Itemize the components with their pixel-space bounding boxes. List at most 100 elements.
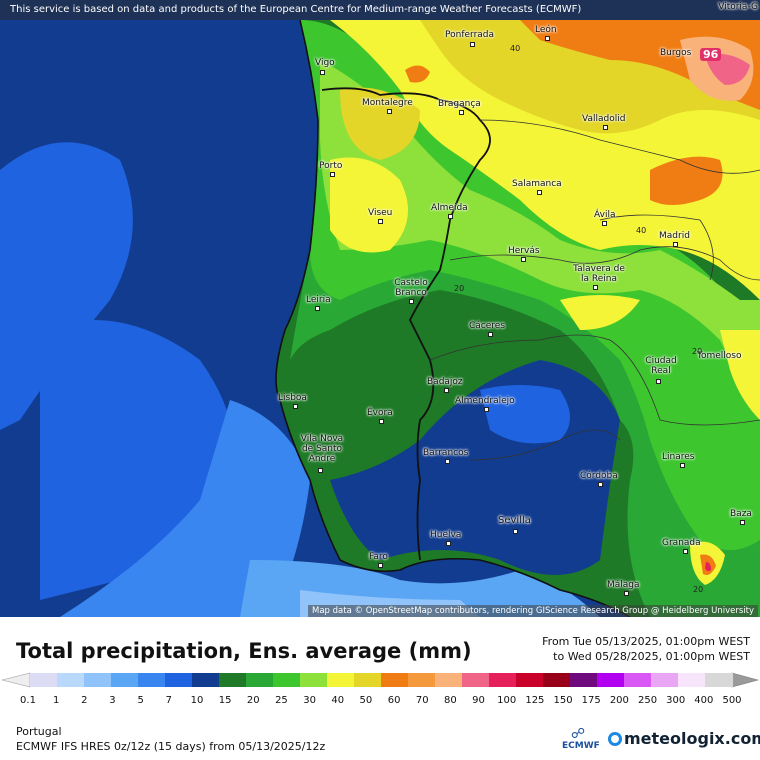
scale-swatch [111,673,139,687]
city-marker [656,379,661,384]
scale-tick-label: 80 [444,695,457,706]
city-label: Almeida [431,203,468,213]
city-label: Valladolid [582,114,626,124]
scale-tick-label: 125 [525,695,545,706]
scale-swatch [57,673,85,687]
scale-tick-label: 175 [581,695,601,706]
contour-label: 20 [692,347,703,356]
city-marker [378,563,383,568]
city-label: Madrid [659,231,690,241]
scale-swatch [543,673,571,687]
scale-tick-label: 500 [722,695,742,706]
city-label: Bragança [438,99,481,109]
ocean-patch-west [0,142,133,430]
city-label: Talavera de la Reina [573,264,625,284]
city-marker [521,257,526,262]
city-marker [513,529,518,534]
ecmwf-notice: This service is based on data and produc… [0,0,760,20]
city-marker [330,172,335,177]
land-pink [705,53,750,85]
region-border-1 [479,119,760,174]
land-light-green [320,60,760,420]
city-marker [409,299,414,304]
scale-tick-label: 5 [137,695,144,706]
scale-swatch [84,673,112,687]
city-marker [593,285,598,290]
city-marker [603,125,608,130]
city-marker [387,109,392,114]
scale-swatch [624,673,652,687]
scale-tick-label: 20 [246,695,260,706]
city-marker [320,70,325,75]
city-marker [488,332,493,337]
scale-tick-label: 50 [359,695,373,706]
city-label: Lisboa [278,393,307,403]
scale-swatch [138,673,166,687]
city-marker [445,459,450,464]
city-marker [379,419,384,424]
city-marker [459,110,464,115]
map-attribution[interactable]: Map data © OpenStreetMap contributors, r… [308,605,758,617]
map-canvas [0,0,760,617]
period-to: to Wed 05/28/2025, 01:00pm WEST [553,650,750,663]
scale-swatch [489,673,517,687]
max-value-badge: 96 [700,48,722,61]
scale-tick-label: 2 [81,695,88,706]
city-label: Hervás [508,246,540,256]
city-marker [448,214,453,219]
city-label: Porto [319,161,343,171]
city-marker [315,306,320,311]
land-yellow-tagus [560,295,640,330]
city-marker [545,36,550,41]
scale-arrows [1,672,760,688]
scale-tick-label: 1 [52,695,60,706]
scale-right-arrow [731,672,760,688]
city-marker [598,482,603,487]
meteologix-logo[interactable]: meteologix.com [608,729,760,748]
city-marker [602,221,607,226]
land-orange-patch [650,156,723,205]
city-label: Évora [367,408,393,418]
land-orange-dot [405,65,430,83]
scale-swatch [435,673,463,687]
precipitation-map[interactable]: This service is based on data and produc… [0,0,760,617]
city-label: Montalegre [362,98,413,108]
contour-label: 20 [693,585,704,594]
city-label: Salamanca [512,179,562,189]
granada-red [705,562,711,572]
scale-swatch [462,673,490,687]
model-info: ECMWF IFS HRES 0z/12z (15 days) from 05/… [16,740,326,753]
contour-label: 40 [636,226,647,235]
period-from: From Tue 05/13/2025, 01:00pm WEST [542,635,750,648]
legend-footer: Total precipitation, Ens. average (mm) F… [0,617,760,760]
scale-tick-label: 200 [609,695,629,706]
scale-swatch [678,673,706,687]
scale-tick-label: 25 [275,695,288,706]
city-label: Linares [662,452,695,462]
scale-swatch [354,673,382,687]
city-label: Castelo Branco [394,278,428,298]
city-marker [484,407,489,412]
scale-swatch [165,673,193,687]
meteologix-logo-icon [608,732,622,746]
scale-tick-label: 90 [472,695,485,706]
city-label: Cáceres [469,321,506,331]
city-label: Faro [369,552,388,562]
city-marker [673,242,678,247]
coastline [275,19,631,617]
city-marker [318,468,323,473]
scale-tick-label: 0.1 [20,695,36,706]
scale-tick-label: 60 [387,695,401,706]
city-label: Vigo [315,58,335,68]
corner-city-label: Vitoria-G [718,2,758,12]
scale-left-arrow [1,672,31,688]
scale-swatch [273,673,301,687]
city-label: Córdoba [580,471,618,481]
city-label: Vila Nova de Santo André [300,434,344,464]
city-marker [444,388,449,393]
region-label: Portugal [16,725,62,738]
ecmwf-logo-icon: ☍ [570,726,586,742]
scale-tick-label: 150 [553,695,573,706]
city-label: Tomelloso [697,351,742,361]
ecmwf-logo[interactable]: ☍ ECMWF [562,726,600,751]
